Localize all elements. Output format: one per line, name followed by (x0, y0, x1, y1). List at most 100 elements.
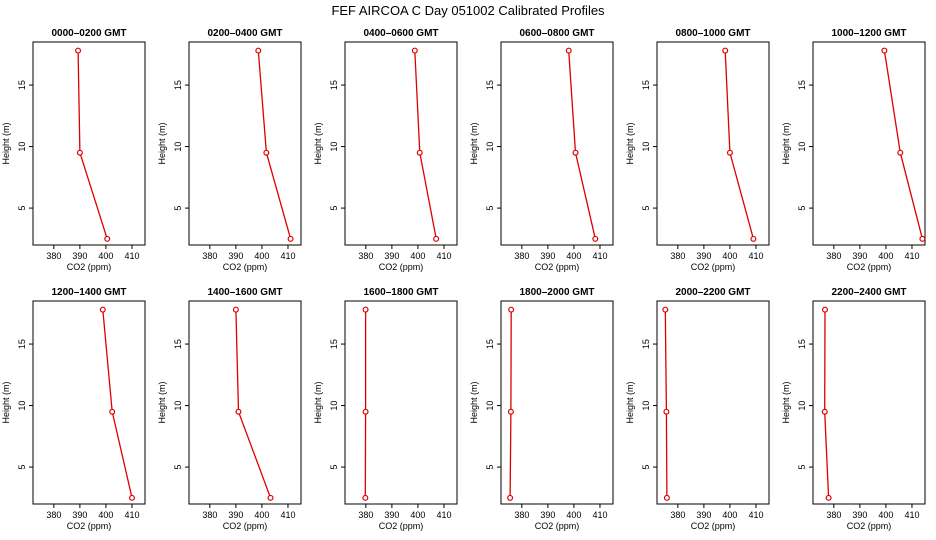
y-tick-label: 10 (641, 142, 651, 152)
data-point (109, 408, 116, 415)
profile-line (257, 50, 292, 239)
data-point (362, 408, 369, 415)
x-tick-label: 380 (670, 251, 685, 261)
y-axis-label: Height (m) (157, 381, 167, 423)
panel-11: 2000–2200 GMT 380 390 400 410 5 10 15 CO2 (ppm) H… (625, 287, 770, 531)
x-axis-label: CO2 (ppm) (847, 521, 892, 531)
y-tick-label: 15 (173, 339, 183, 349)
x-tick-label: 400 (566, 251, 581, 261)
x-axis-label: CO2 (ppm) (691, 262, 736, 272)
x-axis-label: CO2 (ppm) (223, 521, 268, 531)
data-point (821, 306, 828, 313)
x-tick-label: 400 (566, 510, 581, 520)
panel-title: 0600–0800 GMT (519, 28, 594, 39)
x-tick-label: 380 (46, 510, 61, 520)
panel-title: 1000–1200 GMT (831, 28, 906, 39)
x-axis-label: CO2 (ppm) (535, 262, 580, 272)
panel-title: 2000–2200 GMT (675, 287, 750, 298)
plot-frame (812, 300, 926, 505)
x-tick-label: 400 (878, 510, 893, 520)
panel-9: 1600–1800 GMT 380 390 400 410 5 10 15 CO2 (ppm) H… (313, 287, 458, 531)
x-tick-label: 410 (748, 251, 763, 261)
x-tick-label: 410 (904, 251, 919, 261)
data-point (663, 408, 670, 415)
profile-line (724, 50, 755, 239)
data-point (750, 235, 757, 242)
y-tick-label: 10 (641, 401, 651, 411)
x-tick-label: 410 (436, 251, 451, 261)
plot-frame (656, 300, 770, 505)
data-point (507, 494, 514, 501)
y-axis-label: Height (m) (313, 381, 323, 423)
panel-title: 1200–1400 GMT (51, 287, 126, 298)
x-tick-label: 390 (696, 510, 711, 520)
plot-frame (500, 41, 614, 246)
profile-line (77, 50, 108, 239)
panel-7: 1200–1400 GMT 380 390 400 410 5 10 15 CO2 (ppm) H… (1, 287, 146, 531)
x-tick-label: 390 (852, 251, 867, 261)
x-axis-label: CO2 (ppm) (535, 521, 580, 531)
y-tick-label: 15 (797, 80, 807, 90)
y-tick-label: 5 (173, 206, 183, 211)
plot-frame (32, 41, 146, 246)
data-point (572, 149, 579, 156)
plot-frame (188, 41, 302, 246)
y-axis-label: Height (m) (157, 122, 167, 164)
y-tick-label: 5 (329, 465, 339, 470)
y-tick-label: 15 (17, 339, 27, 349)
data-point (663, 494, 670, 501)
x-axis-label: CO2 (ppm) (379, 521, 424, 531)
y-axis-label: Height (m) (781, 122, 791, 164)
data-point (508, 306, 515, 313)
y-tick-label: 5 (17, 206, 27, 211)
plot-frame (344, 300, 458, 505)
data-point (235, 408, 242, 415)
y-tick-label: 10 (17, 142, 27, 152)
y-tick-label: 5 (641, 465, 651, 470)
data-point (897, 149, 904, 156)
x-tick-label: 380 (358, 251, 373, 261)
x-tick-label: 380 (826, 251, 841, 261)
data-point (287, 235, 294, 242)
y-axis-label: Height (m) (625, 381, 635, 423)
panel-12: 2200–2400 GMT 380 390 400 410 5 10 15 CO2 (ppm) H… (781, 287, 926, 531)
panel-title: 0400–0600 GMT (363, 28, 438, 39)
y-tick-label: 10 (329, 401, 339, 411)
profile-line (664, 309, 668, 498)
data-point (267, 494, 274, 501)
x-axis-label: CO2 (ppm) (67, 262, 112, 272)
x-tick-label: 400 (410, 510, 425, 520)
x-tick-label: 390 (384, 510, 399, 520)
x-tick-label: 400 (722, 251, 737, 261)
y-tick-label: 5 (797, 206, 807, 211)
profile-line (102, 309, 133, 498)
x-tick-label: 390 (540, 510, 555, 520)
data-point (362, 306, 369, 313)
y-axis-label: Height (m) (781, 381, 791, 423)
plot-frame (812, 41, 926, 246)
panel-5: 0800–1000 GMT 380 390 400 410 5 10 15 CO2 (ppm) H… (625, 28, 770, 272)
x-tick-label: 380 (670, 510, 685, 520)
y-tick-label: 15 (173, 80, 183, 90)
data-point (507, 408, 514, 415)
x-axis-label: CO2 (ppm) (847, 262, 892, 272)
y-tick-label: 10 (485, 142, 495, 152)
y-tick-label: 5 (329, 206, 339, 211)
data-point (592, 235, 599, 242)
x-tick-label: 380 (358, 510, 373, 520)
data-point (255, 47, 262, 54)
x-tick-label: 390 (72, 251, 87, 261)
x-tick-label: 390 (852, 510, 867, 520)
data-point (821, 408, 828, 415)
data-point (362, 494, 369, 501)
panel-title: 0000–0200 GMT (51, 28, 126, 39)
x-axis-label: CO2 (ppm) (223, 262, 268, 272)
plot-frame (656, 41, 770, 246)
plot-frame (344, 41, 458, 246)
figure-title: FEF AIRCOA C Day 051002 Calibrated Profi… (331, 3, 605, 18)
x-axis-label: CO2 (ppm) (67, 521, 112, 531)
x-tick-label: 400 (98, 251, 113, 261)
y-tick-label: 15 (485, 339, 495, 349)
data-point (411, 47, 418, 54)
y-tick-label: 5 (17, 465, 27, 470)
